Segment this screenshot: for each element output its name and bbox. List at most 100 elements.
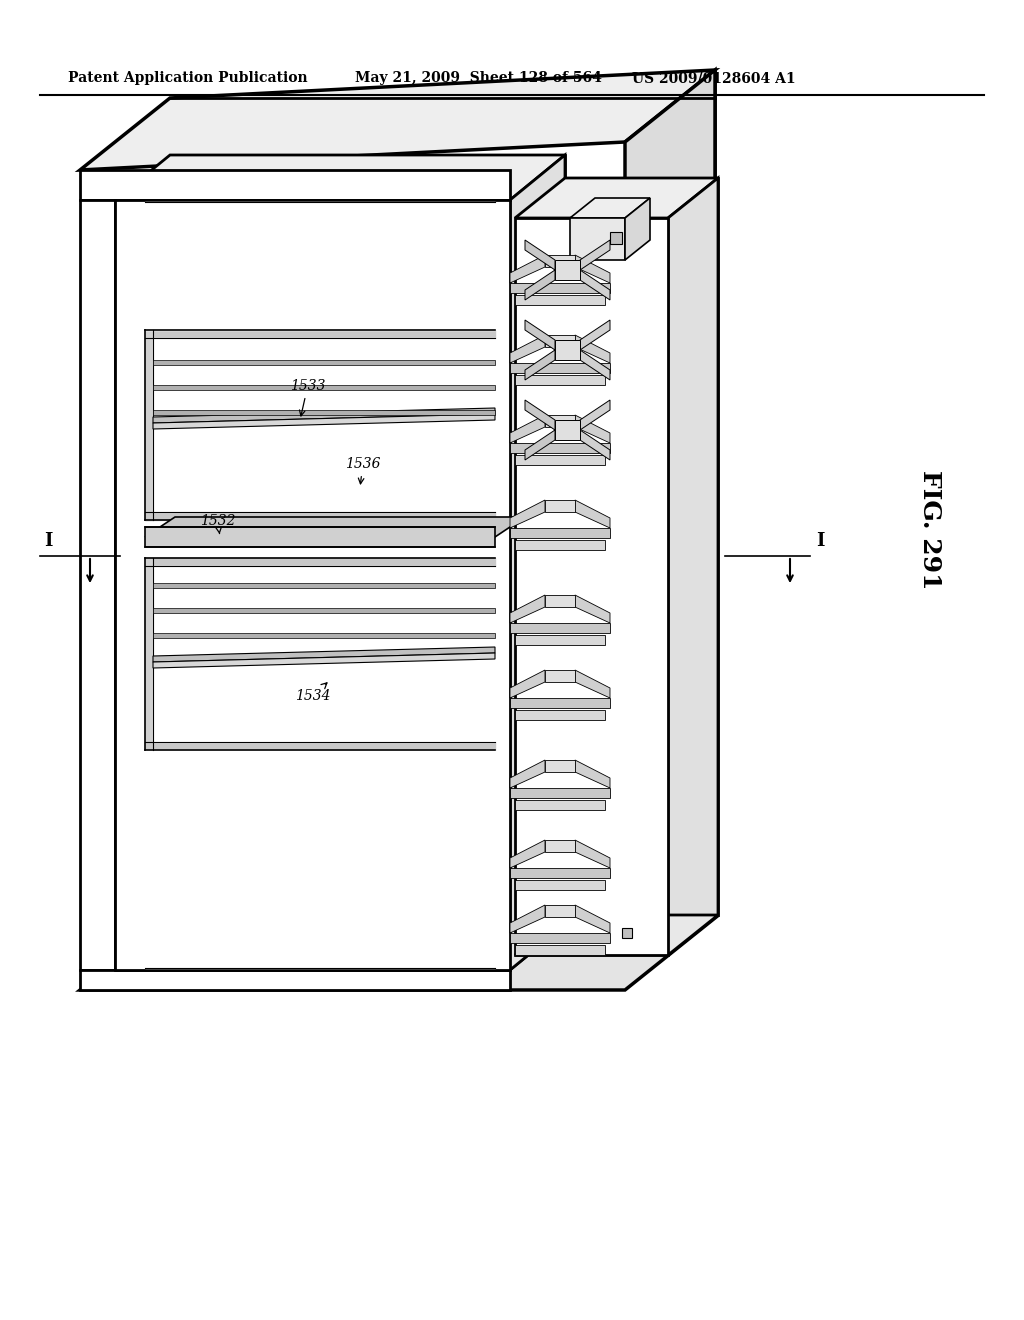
Text: 1536: 1536: [345, 457, 381, 484]
Polygon shape: [570, 218, 625, 260]
Polygon shape: [153, 414, 495, 429]
Polygon shape: [510, 906, 545, 933]
Polygon shape: [510, 698, 610, 708]
Polygon shape: [570, 198, 650, 218]
Polygon shape: [525, 271, 555, 300]
Polygon shape: [622, 928, 632, 939]
Polygon shape: [510, 869, 610, 878]
Polygon shape: [510, 623, 610, 634]
Polygon shape: [555, 341, 580, 360]
Polygon shape: [515, 945, 605, 954]
Polygon shape: [515, 455, 605, 465]
Polygon shape: [610, 232, 622, 244]
Polygon shape: [153, 583, 495, 587]
Polygon shape: [515, 800, 605, 810]
Polygon shape: [575, 255, 610, 282]
Polygon shape: [545, 595, 575, 607]
Polygon shape: [145, 750, 495, 968]
Polygon shape: [575, 760, 610, 788]
Polygon shape: [145, 742, 495, 750]
Polygon shape: [545, 255, 575, 267]
Polygon shape: [580, 271, 610, 300]
Polygon shape: [153, 647, 495, 663]
Polygon shape: [545, 760, 575, 772]
Text: 1532: 1532: [200, 513, 236, 533]
Polygon shape: [515, 375, 605, 385]
Polygon shape: [145, 512, 495, 520]
Polygon shape: [510, 840, 545, 869]
Polygon shape: [153, 385, 495, 389]
Polygon shape: [555, 260, 580, 280]
Text: 1534: 1534: [295, 682, 331, 704]
Polygon shape: [545, 335, 575, 347]
Polygon shape: [525, 240, 555, 271]
Polygon shape: [575, 840, 610, 869]
Polygon shape: [115, 925, 565, 970]
Polygon shape: [153, 408, 495, 422]
Polygon shape: [145, 330, 495, 338]
Text: US 2009/0128604 A1: US 2009/0128604 A1: [632, 71, 796, 84]
Polygon shape: [510, 788, 610, 799]
Polygon shape: [145, 558, 153, 750]
Text: May 21, 2009  Sheet 128 of 564: May 21, 2009 Sheet 128 of 564: [355, 71, 602, 84]
Polygon shape: [80, 917, 715, 990]
Text: I: I: [816, 532, 824, 550]
Polygon shape: [545, 500, 575, 512]
Text: 1533: 1533: [290, 379, 326, 416]
Polygon shape: [575, 500, 610, 528]
Polygon shape: [153, 338, 495, 512]
Polygon shape: [575, 335, 610, 363]
Polygon shape: [510, 335, 545, 363]
Polygon shape: [545, 906, 575, 917]
Polygon shape: [145, 517, 525, 537]
Polygon shape: [145, 558, 495, 566]
Polygon shape: [510, 760, 545, 788]
Polygon shape: [525, 430, 555, 459]
Polygon shape: [575, 671, 610, 698]
Polygon shape: [580, 319, 610, 350]
Polygon shape: [580, 240, 610, 271]
Polygon shape: [510, 671, 545, 698]
Polygon shape: [145, 202, 495, 330]
Polygon shape: [575, 414, 610, 444]
Text: Patent Application Publication: Patent Application Publication: [68, 71, 307, 84]
Polygon shape: [510, 414, 545, 444]
Polygon shape: [153, 634, 495, 638]
Polygon shape: [515, 540, 605, 550]
Polygon shape: [510, 282, 610, 293]
Polygon shape: [580, 430, 610, 459]
Polygon shape: [580, 400, 610, 430]
Polygon shape: [153, 653, 495, 668]
Polygon shape: [145, 330, 153, 520]
Polygon shape: [575, 595, 610, 623]
Polygon shape: [510, 595, 545, 623]
Polygon shape: [510, 363, 610, 374]
Polygon shape: [545, 414, 575, 426]
Text: I: I: [44, 532, 52, 550]
Polygon shape: [545, 840, 575, 851]
Polygon shape: [510, 154, 565, 970]
Polygon shape: [515, 178, 718, 218]
Polygon shape: [145, 527, 495, 546]
Polygon shape: [515, 880, 605, 890]
Polygon shape: [575, 906, 610, 933]
Polygon shape: [625, 70, 715, 962]
Polygon shape: [515, 915, 718, 954]
Polygon shape: [80, 70, 715, 170]
Polygon shape: [510, 528, 610, 539]
Polygon shape: [510, 444, 610, 453]
Polygon shape: [515, 635, 605, 645]
Polygon shape: [80, 970, 510, 990]
Polygon shape: [668, 178, 718, 954]
Polygon shape: [515, 710, 605, 719]
Polygon shape: [153, 411, 495, 414]
Polygon shape: [153, 360, 495, 366]
Polygon shape: [80, 201, 115, 970]
Text: FIG. 291: FIG. 291: [918, 470, 942, 590]
Polygon shape: [625, 198, 650, 260]
Polygon shape: [153, 566, 495, 742]
Polygon shape: [510, 500, 545, 528]
Polygon shape: [525, 350, 555, 380]
Polygon shape: [115, 201, 510, 970]
Polygon shape: [555, 420, 580, 440]
